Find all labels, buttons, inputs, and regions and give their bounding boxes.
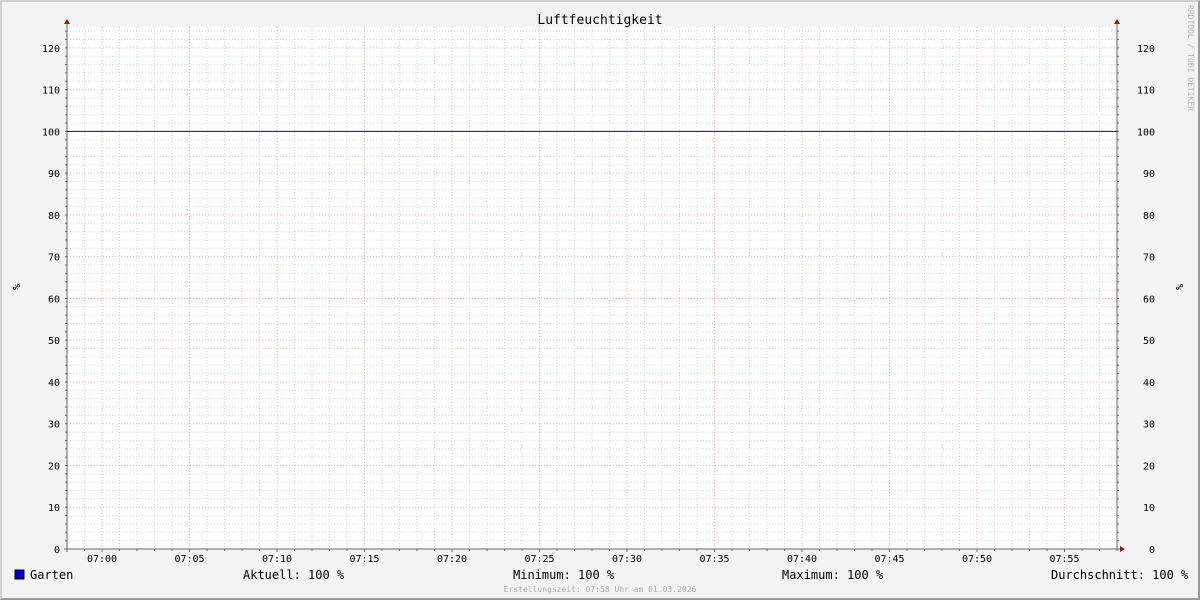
x-tick-label: 07:50: [962, 554, 992, 565]
y-tick-label: 70: [48, 253, 60, 264]
x-tick-label: 07:20: [437, 554, 467, 565]
y-tick-label-right: 20: [1143, 461, 1155, 472]
y-tick-label: 80: [48, 211, 60, 222]
x-tick-label: 07:15: [349, 554, 379, 565]
x-axis-arrow-icon: [1120, 546, 1125, 552]
y-tick-label-right: 60: [1143, 294, 1155, 305]
x-tick-label: 07:00: [87, 554, 117, 565]
axes: 0 0 10 10 20 20 30 30 40 40 50 50 60 60 70 70 80 80 90 90 10…: [42, 19, 1155, 565]
y-tick-label-right: 90: [1143, 169, 1155, 180]
y-tick-label-right: 40: [1143, 378, 1155, 389]
legend-current: Aktuell: 100 %: [243, 568, 345, 582]
y-tick-label: 50: [48, 336, 60, 347]
y-tick-label: 20: [48, 461, 60, 472]
y-tick-label: 30: [48, 420, 60, 431]
y-tick-label-right: 110: [1137, 86, 1155, 97]
y-axis-right-arrow-icon: [1114, 19, 1120, 24]
legend-name: Garten: [30, 568, 73, 582]
x-tick-label: 07:10: [262, 554, 292, 565]
legend-maximum: Maximum: 100 %: [782, 568, 884, 582]
y-tick-label: 120: [42, 44, 60, 55]
y-tick-label: 10: [48, 503, 60, 514]
y-tick-label: 40: [48, 378, 60, 389]
y-tick-label: 100: [42, 127, 60, 138]
y-tick-label: 110: [42, 86, 60, 97]
y-tick-label-right: 70: [1143, 253, 1155, 264]
x-tick-label: 07:05: [174, 554, 204, 565]
legend-minimum: Minimum: 100 %: [513, 568, 615, 582]
y-axis-label-right: %: [1173, 284, 1184, 290]
y-tick-label-right: 120: [1137, 44, 1155, 55]
y-tick-label-right: 30: [1143, 420, 1155, 431]
y-tick-label: 60: [48, 294, 60, 305]
x-tick-label: 07:40: [787, 554, 817, 565]
y-tick-label-right: 50: [1143, 336, 1155, 347]
footer-timestamp: Erstellungszeit: 07:58 Uhr am 01.03.2026: [504, 585, 697, 594]
x-tick-label: 07:30: [612, 554, 642, 565]
x-tick-label: 07:25: [524, 554, 554, 565]
legend-average: Durchschnitt: 100 %: [1051, 568, 1189, 582]
y-tick-label-right: 10: [1143, 503, 1155, 514]
legend-swatch-garten: [14, 569, 25, 580]
x-tick-label: 07:55: [1049, 554, 1079, 565]
watermark: RRDTOOL / TOBI OETIKER: [1186, 5, 1195, 111]
grid: [66, 27, 1118, 549]
y-tick-label-right: 80: [1143, 211, 1155, 222]
y-tick-label-right: 0: [1149, 545, 1155, 556]
y-tick-label-right: 100: [1137, 127, 1155, 138]
x-tick-label: 07:35: [699, 554, 729, 565]
y-axis-label-left: %: [10, 284, 21, 290]
y-tick-label: 90: [48, 169, 60, 180]
y-axis-arrow-icon: [64, 19, 70, 24]
x-tick-label: 07:45: [874, 554, 904, 565]
chart-title: Luftfeuchtigkeit: [537, 13, 662, 28]
y-tick-label: 0: [54, 545, 60, 556]
